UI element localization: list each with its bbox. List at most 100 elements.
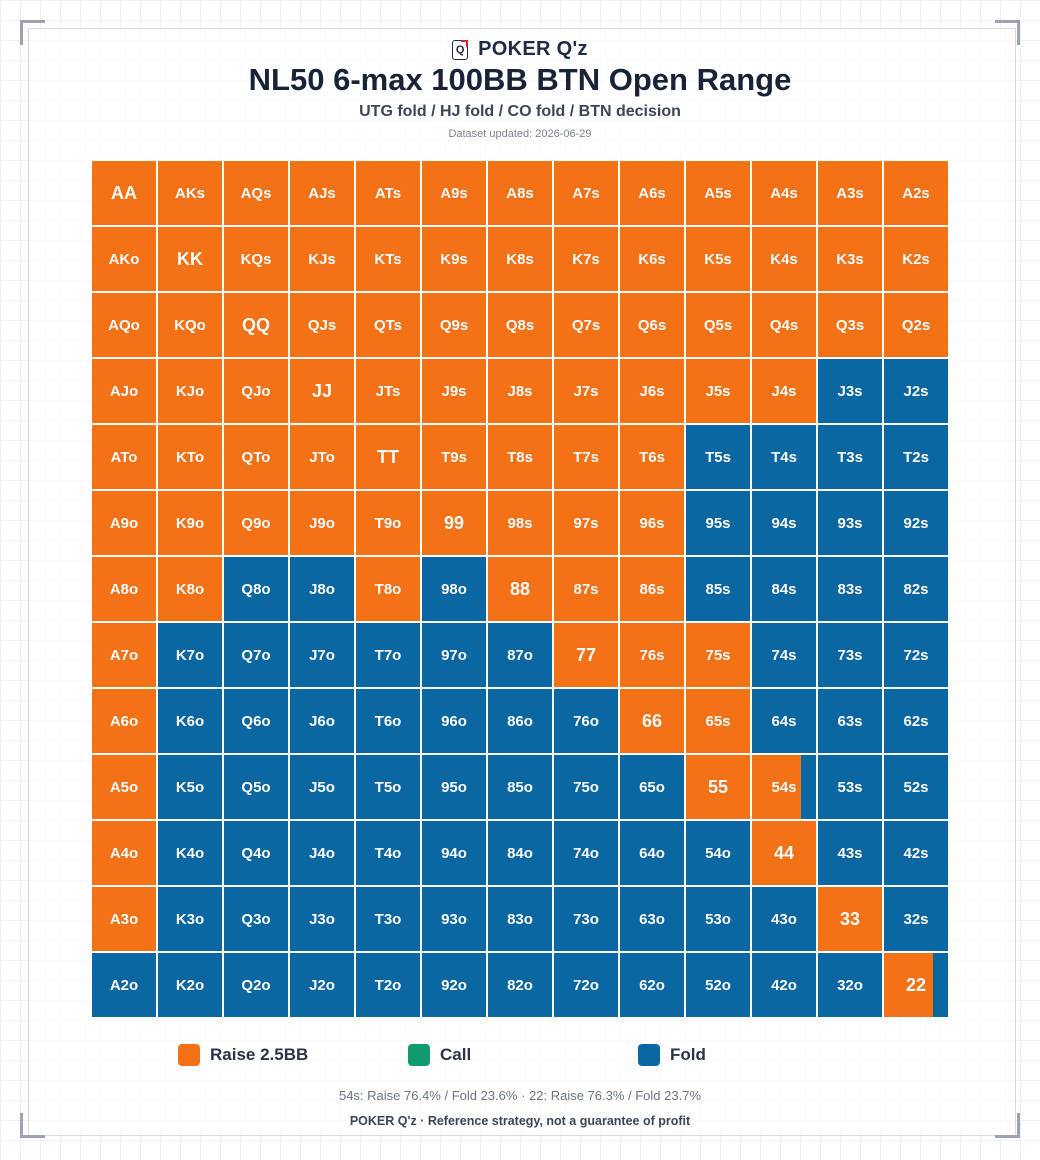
raise-fill-96s [620, 491, 684, 555]
hand-label: J8o [309, 580, 335, 598]
legend-label-call: Call [440, 1045, 472, 1064]
hand-label: Q2o [241, 976, 271, 994]
hand-cell-73s: 73s [818, 623, 882, 687]
hand-label: 62o [639, 976, 665, 994]
hand-cell-72s: 72s [884, 623, 948, 687]
hand-label: AJo [109, 382, 139, 400]
raise-fill-KJs [290, 227, 354, 291]
hand-cell-52o: 52o [686, 953, 750, 1017]
raise-fill-98s [488, 491, 552, 555]
hand-label: J2o [309, 976, 335, 994]
hand-label: 42o [771, 976, 797, 994]
corner-mark-top-right [995, 20, 1020, 45]
hand-cell-K7s: K7s [554, 227, 618, 291]
raise-fill-K7s [554, 227, 618, 291]
hand-cell-52s: 52s [884, 755, 948, 819]
raise-fill-J4s [752, 359, 816, 423]
hand-cell-85o: 85o [488, 755, 552, 819]
hand-label: J3o [309, 910, 335, 928]
raise-fill-Q7s [554, 293, 618, 357]
hand-cell-98o: 98o [422, 557, 486, 621]
hand-label: 87o [507, 646, 533, 664]
legend-label-raise: Raise 2.5BB [210, 1045, 309, 1064]
hand-cell-54o: 54o [686, 821, 750, 885]
footer-disclaimer: POKER Q'z · Reference strategy, not a gu… [349, 1114, 691, 1128]
hand-cell-J6s: J6s [620, 359, 684, 423]
hand-label: J5o [309, 778, 335, 796]
hand-cell-K8o: K8o [158, 557, 222, 621]
hand-cell-44: 44 [752, 821, 816, 885]
hand-cell-A7s: A7s [554, 161, 618, 225]
hand-cell-T8o: T8o [356, 557, 420, 621]
hand-cell-T9o: T9o [356, 491, 420, 555]
legend-swatch-fold [638, 1044, 660, 1066]
hand-cell-94s: 94s [752, 491, 816, 555]
hand-cell-K7o: K7o [158, 623, 222, 687]
hand-label: T4o [374, 844, 402, 862]
hand-cell-J9s: J9s [422, 359, 486, 423]
hand-label: J9o [309, 514, 335, 532]
raise-fill-A4s [752, 161, 816, 225]
hand-label: T8s [507, 448, 533, 466]
hand-cell-42o: 42o [752, 953, 816, 1017]
raise-fill-A6o [92, 689, 156, 753]
hand-label: 77 [575, 644, 597, 665]
hand-label: K3s [836, 250, 864, 268]
hand-cell-J8s: J8s [488, 359, 552, 423]
legend-swatch-call [408, 1044, 430, 1066]
hand-cell-65o: 65o [620, 755, 684, 819]
hand-cell-Q8o: Q8o [224, 557, 288, 621]
hand-label: 96s [639, 514, 665, 532]
hand-cell-96o: 96o [422, 689, 486, 753]
hand-label: Q9s [439, 316, 469, 334]
range-grid: AA AKs AQs AJs ATs A9s A8s A7s A6s A5s A4s A3s A2s AK… [91, 160, 949, 1018]
hand-label: Q2s [901, 316, 931, 334]
hand-label: KTs [374, 250, 402, 268]
hand-cell-84s: 84s [752, 557, 816, 621]
hand-label: 72o [573, 976, 599, 994]
raise-fill-TT [356, 425, 420, 489]
raise-fill-T9s [422, 425, 486, 489]
hand-label: J8s [507, 382, 533, 400]
hand-cell-77: 77 [554, 623, 618, 687]
hand-cell-AQo: AQo [92, 293, 156, 357]
hand-cell-Q5s: Q5s [686, 293, 750, 357]
hand-cell-74s: 74s [752, 623, 816, 687]
raise-fill-75s [686, 623, 750, 687]
hand-cell-J5o: J5o [290, 755, 354, 819]
hand-cell-A6s: A6s [620, 161, 684, 225]
hand-cell-K8s: K8s [488, 227, 552, 291]
hand-label: 93s [837, 514, 863, 532]
hand-cell-KK: KK [158, 227, 222, 291]
hand-cell-62s: 62s [884, 689, 948, 753]
hand-label: 32o [837, 976, 863, 994]
hand-cell-T5s: T5s [686, 425, 750, 489]
hand-label: J6o [309, 712, 335, 730]
hand-label: 95s [705, 514, 731, 532]
raise-fill-A3s [818, 161, 882, 225]
hand-cell-A3o: A3o [92, 887, 156, 951]
hand-label: K9o [175, 514, 205, 532]
hand-label: K2s [902, 250, 930, 268]
hand-cell-K9s: K9s [422, 227, 486, 291]
hand-cell-98s: 98s [488, 491, 552, 555]
hand-label: J2s [903, 382, 929, 400]
hand-label: 54s [771, 778, 797, 796]
hand-cell-TT: TT [356, 425, 420, 489]
raise-fill-Q5s [686, 293, 750, 357]
hand-label: K7o [175, 646, 205, 664]
hand-label: Q4o [241, 844, 271, 862]
raise-fill-QTs [356, 293, 420, 357]
hand-label: 53o [705, 910, 731, 928]
raise-fill-K2s [884, 227, 948, 291]
raise-fill-QJo [224, 359, 288, 423]
hand-label: AJs [308, 184, 336, 202]
hand-cell-QQ: QQ [224, 293, 288, 357]
hand-cell-Q2o: Q2o [224, 953, 288, 1017]
hand-cell-T2s: T2s [884, 425, 948, 489]
hand-cell-T2o: T2o [356, 953, 420, 1017]
hand-cell-43s: 43s [818, 821, 882, 885]
chart-title: NL50 6-max 100BB BTN Open Range [248, 62, 792, 97]
raise-fill-KTs [356, 227, 420, 291]
hand-label: K5s [704, 250, 732, 268]
